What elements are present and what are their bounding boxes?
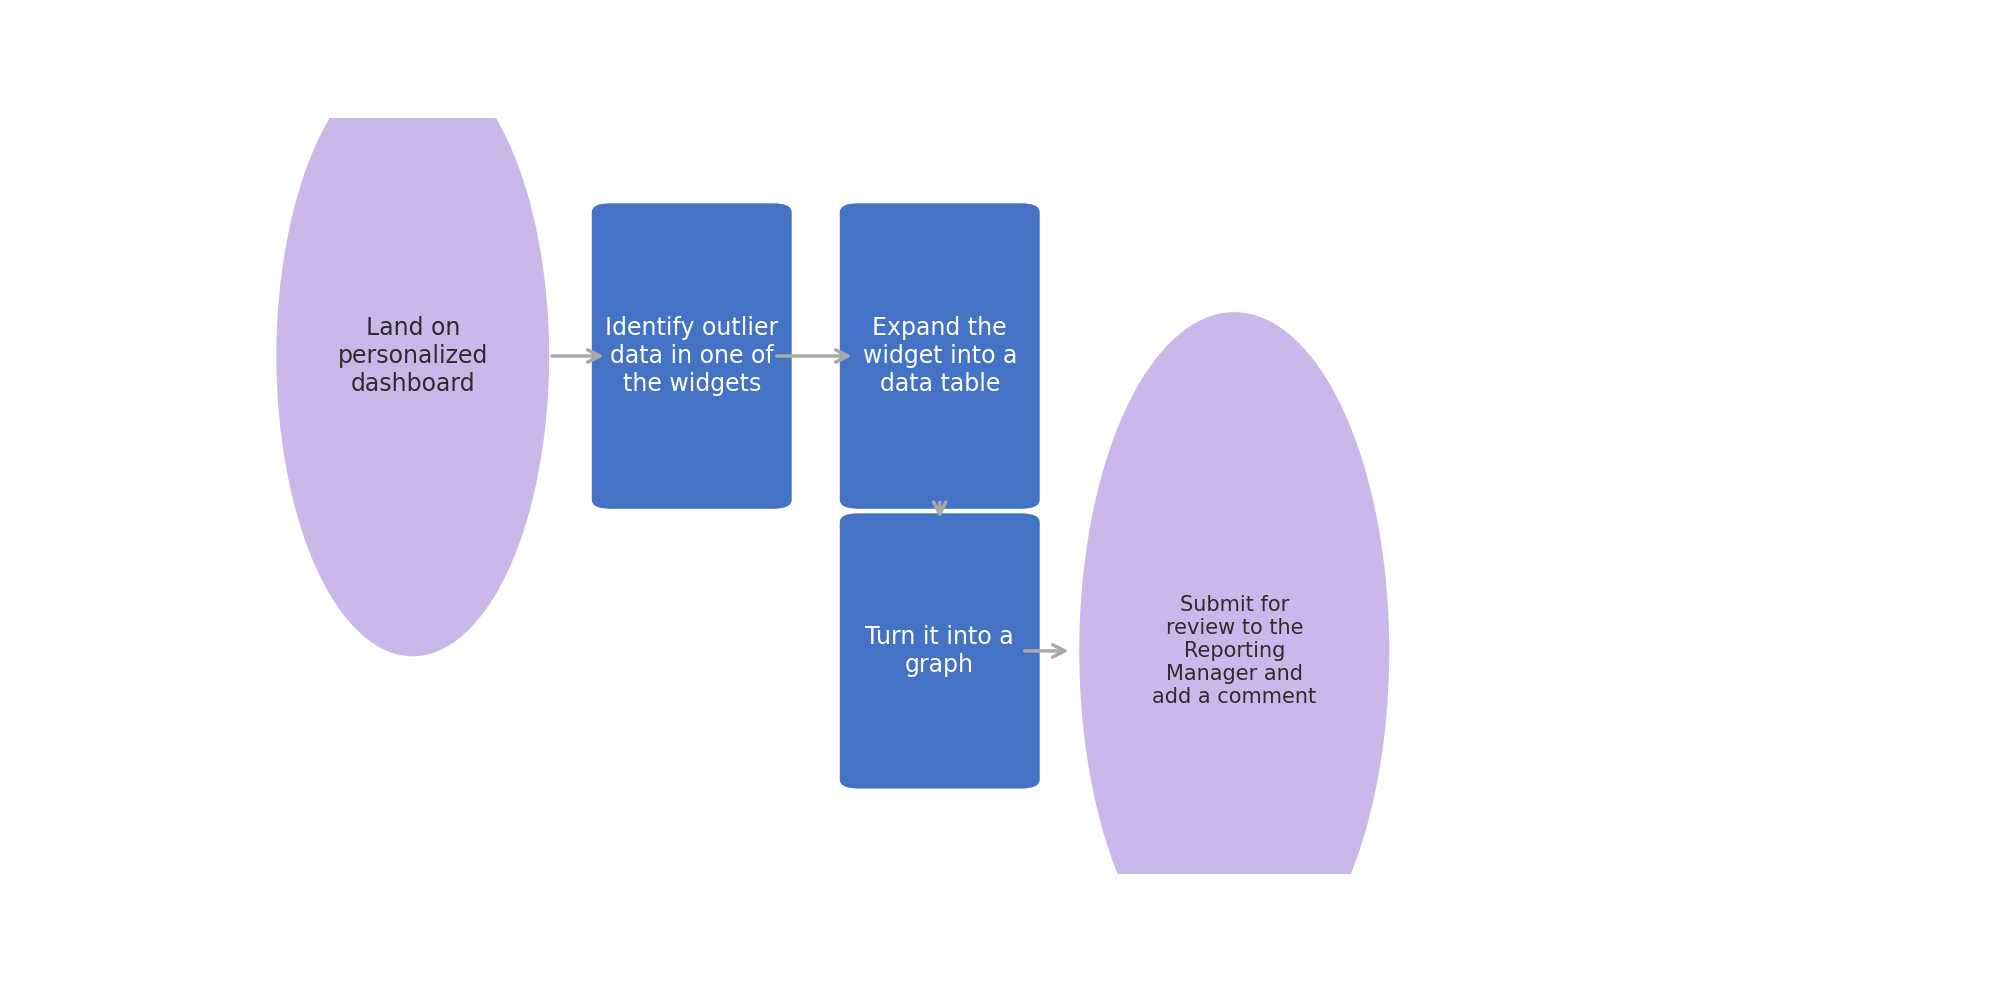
Text: Land on
personalized
dashboard: Land on personalized dashboard [338, 316, 488, 396]
Text: Expand the
widget into a
data table: Expand the widget into a data table [862, 316, 1016, 396]
FancyBboxPatch shape [840, 514, 1040, 789]
Ellipse shape [1080, 312, 1390, 982]
Text: Submit for
review to the
Reporting
Manager and
add a comment: Submit for review to the Reporting Manag… [1152, 594, 1316, 707]
Text: Turn it into a
graph: Turn it into a graph [866, 625, 1014, 677]
Text: Identify outlier
data in one of
the widgets: Identify outlier data in one of the widg… [606, 316, 778, 396]
Ellipse shape [276, 56, 550, 656]
FancyBboxPatch shape [840, 203, 1040, 509]
FancyBboxPatch shape [592, 203, 792, 509]
